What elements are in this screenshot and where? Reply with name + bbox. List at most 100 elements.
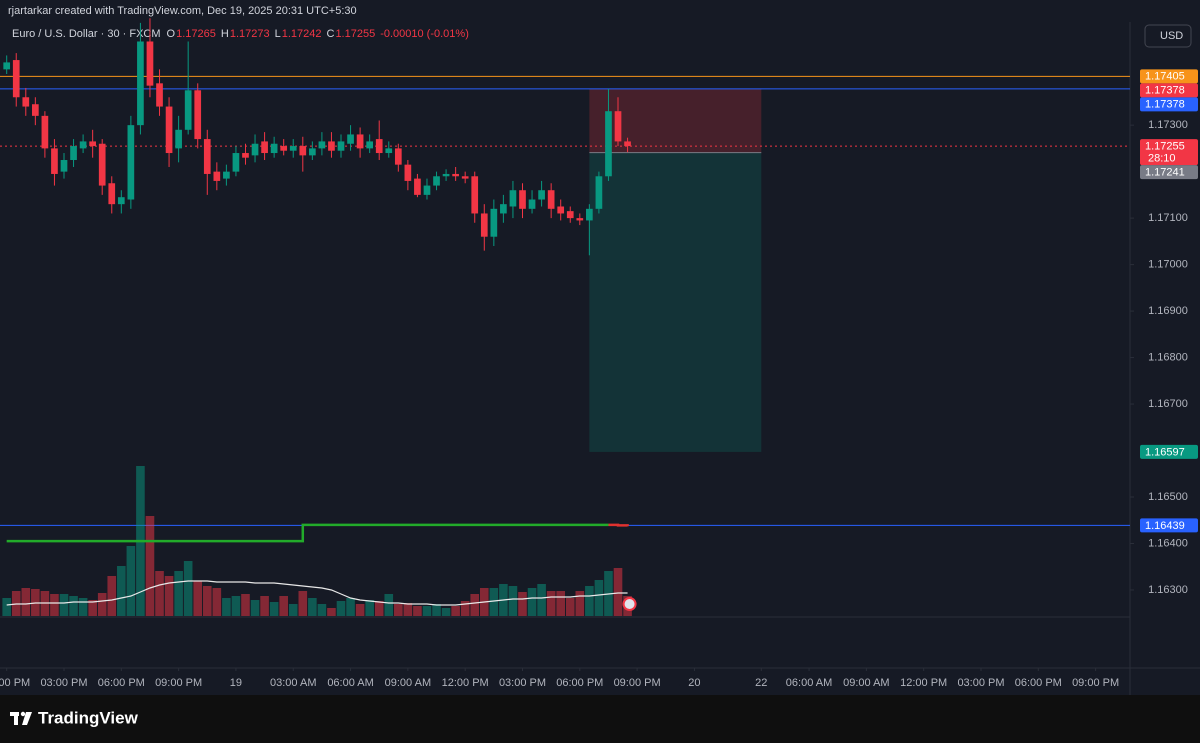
candle-body [404,164,412,181]
y-tick-label: 1.17100 [1148,212,1188,224]
ohlc-key: O [167,28,176,40]
volume-bar [97,593,107,616]
candle-body [70,146,77,161]
volume-bar [441,608,451,616]
price-label: 1.16597 [1145,446,1185,458]
volume-bar [489,588,499,616]
candle-body [576,218,584,221]
volume-bar [394,604,403,616]
volume-bar [260,596,269,616]
volume-bar [422,606,432,616]
currency[interactable]: USD [1160,30,1183,42]
candle-body [394,148,402,165]
price-label: 1.17405 [1145,71,1185,83]
volume-bar [250,600,260,616]
volume-bar [432,604,441,616]
candle-body [270,143,278,154]
price-label-box [1140,97,1198,112]
candle-body [146,41,154,86]
candle-body [519,190,526,209]
volume-bar [403,603,413,616]
x-tick-label: 19 [230,677,242,689]
candle-body [89,141,96,147]
y-tick-label: 1.16700 [1148,398,1188,410]
candle-body [423,185,431,195]
volume-bar [537,584,546,616]
candle-body [22,97,30,107]
candle-body [509,190,517,207]
plot: 12:00 PM 03:00 PM 06:00 PM 09:00 PM 19 03:00 … [0,18,1130,689]
ohlc-value: 1.17242 [282,28,322,40]
x-tick-label: 09:00 AM [385,677,431,689]
candle-body [117,197,125,205]
candle-body [318,141,326,149]
price-label-box [1140,444,1198,459]
price-label-box [1140,83,1198,98]
volume-bar [556,591,565,616]
volume-bar [69,596,78,616]
volume-bar [355,604,365,616]
volume-bar [613,568,623,616]
volume-bar [164,576,174,616]
x-tick-label: 03:00 PM [957,677,1004,689]
volume-bar [518,592,527,616]
volume-bar [145,516,155,616]
candle-body [309,148,316,156]
symbol: Euro / U.S. Dollar · 30 · FXCM [12,28,161,40]
ohlc-value: 1.17255 [335,28,375,40]
x-tick-label: 03:00 AM [270,677,316,689]
price-label-box [1140,165,1198,180]
candle-body [452,173,459,177]
candle-body [184,90,192,130]
volume-bar [460,601,470,616]
logo-icon [10,711,32,725]
volume-ma [6,580,628,606]
candle-body [595,176,603,209]
price-label: 1.16439 [1145,520,1185,532]
candle-body [433,176,440,186]
candle-body [614,111,622,142]
x-tick-label: 03:00 PM [499,677,546,689]
candle-body [605,111,612,177]
x-tick-label: 12:00 PM [900,677,947,689]
volume-bar [174,571,183,616]
volume-bar [241,594,250,616]
x-tick-label: 09:00 AM [843,677,889,689]
x-tick-label: 09:00 PM [155,677,202,689]
price-label: 1.17255 [1145,140,1185,152]
volume-bar [451,606,460,616]
y-tick-label: 1.17000 [1148,259,1188,271]
candle-body [375,139,383,154]
volume-bar [308,598,317,616]
price-label: 1.17241 [1145,166,1185,178]
candle-body [480,213,488,237]
x-tick-label: 12:00 PM [0,677,30,689]
candle-body [213,171,221,181]
candle-body [337,141,345,151]
candle-body [366,141,374,149]
volume-bar [365,600,374,616]
volume-bar [374,601,384,616]
volume-bar [317,604,327,616]
ohlc-key: H [221,28,229,40]
candle-body [31,104,39,116]
volume-bar [155,571,164,616]
currency-button[interactable] [1144,24,1192,48]
candle-body [347,134,354,144]
candle-body [60,160,68,172]
ohlc-value: 1.17265 [176,28,216,40]
candle-body [12,60,20,98]
volume-bar [527,588,537,616]
x-tick-label: 09:00 PM [614,677,661,689]
candle-body [127,125,135,200]
ohlc-key: C [326,28,334,40]
candle-body [251,143,259,156]
volume-bar [126,546,136,616]
candle-body [461,176,469,179]
volume-bar [222,598,231,616]
y-tick-label: 1.16500 [1148,491,1188,503]
x-tick-label: 06:00 PM [556,677,603,689]
volume-bar [107,576,117,616]
